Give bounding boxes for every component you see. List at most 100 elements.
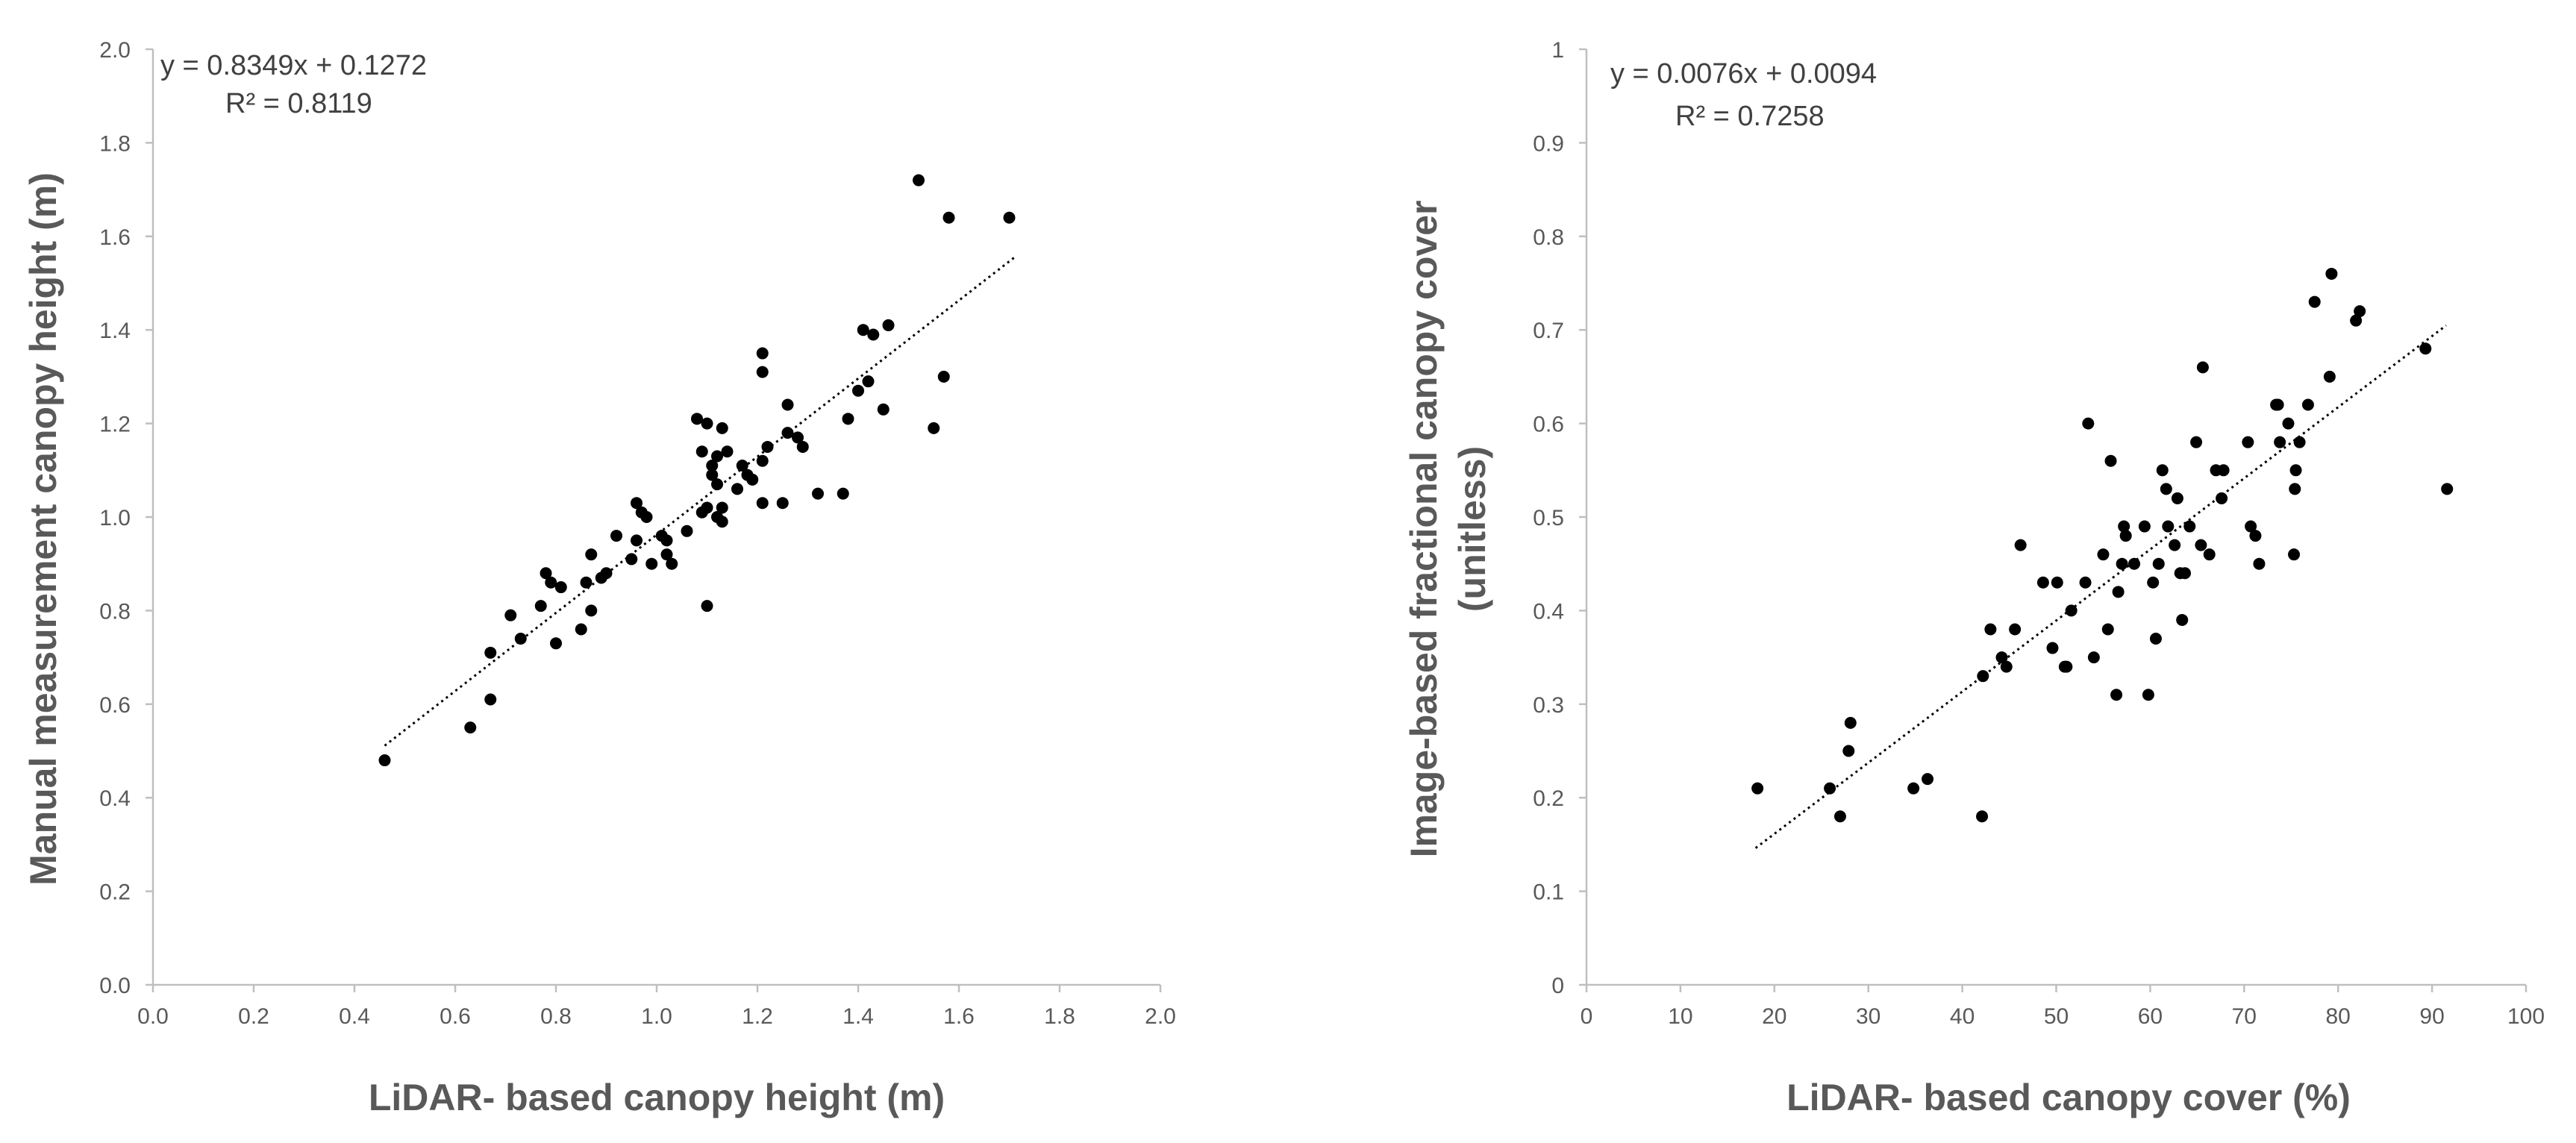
data-point bbox=[781, 427, 794, 439]
x-tick-label: 0.8 bbox=[540, 1004, 572, 1029]
data-point bbox=[691, 413, 703, 425]
x-tick-label: 1.2 bbox=[742, 1004, 773, 1029]
data-point bbox=[585, 548, 598, 561]
data-point bbox=[484, 693, 497, 706]
y-tick-label: 0.5 bbox=[1533, 506, 1564, 530]
x-tick-label: 20 bbox=[1762, 1004, 1786, 1029]
y-tick-label: 0.4 bbox=[1533, 599, 1564, 624]
x-tick-label: 60 bbox=[2138, 1004, 2163, 1029]
data-point bbox=[711, 450, 723, 463]
x-tick-label: 1.4 bbox=[842, 1004, 874, 1029]
y-tick-label: 0.6 bbox=[1533, 413, 1564, 437]
y-axis-title-line2: (unitless) bbox=[1451, 446, 1493, 612]
x-tick-label: 1.6 bbox=[943, 1004, 975, 1029]
x-tick-label: 2.0 bbox=[1145, 1004, 1176, 1029]
data-point bbox=[812, 487, 824, 500]
data-point bbox=[701, 501, 713, 514]
data-point bbox=[721, 445, 734, 458]
data-point bbox=[2000, 660, 2013, 673]
data-point bbox=[540, 567, 552, 580]
x-tick-label: 70 bbox=[2232, 1004, 2257, 1029]
data-point bbox=[550, 637, 562, 650]
x-tick-label: 0.6 bbox=[440, 1004, 471, 1029]
data-point bbox=[1984, 623, 1997, 636]
data-point bbox=[837, 487, 849, 500]
y-tick-label: 0.2 bbox=[99, 880, 131, 905]
data-point bbox=[862, 375, 875, 388]
data-point bbox=[2046, 642, 2059, 654]
y-tick-label: 0 bbox=[1551, 974, 1564, 998]
data-point bbox=[1976, 810, 1989, 823]
data-point bbox=[2097, 548, 2110, 561]
data-point bbox=[534, 600, 547, 613]
data-point bbox=[2138, 520, 2151, 533]
y-tick-label: 1.0 bbox=[99, 506, 131, 530]
data-point bbox=[716, 501, 728, 514]
data-point bbox=[2178, 567, 2191, 580]
data-point bbox=[913, 174, 925, 187]
data-point bbox=[2079, 576, 2092, 589]
y-tick-label: 0.6 bbox=[99, 693, 131, 718]
chart-canopy-cover: 0 10 20 30 40 50 60 70 80 90 100 0 0.1 0.2 0.3 0.4 0.5 0.… bbox=[1403, 38, 2545, 1118]
data-point bbox=[2183, 520, 2196, 533]
data-point bbox=[2051, 576, 2063, 589]
regression-equation: y = 0.0076x + 0.0094 bbox=[1610, 58, 1877, 90]
data-point bbox=[666, 557, 678, 570]
y-tick-label: 0.7 bbox=[1533, 319, 1564, 343]
trendline bbox=[1754, 324, 2447, 849]
data-point bbox=[2195, 539, 2207, 551]
data-point bbox=[378, 754, 391, 767]
data-point bbox=[2350, 314, 2363, 327]
x-tick-label: 10 bbox=[1668, 1004, 1692, 1029]
data-point bbox=[792, 431, 804, 444]
y-tick-label: 0.9 bbox=[1533, 131, 1564, 156]
y-tick-label: 1.6 bbox=[99, 225, 131, 250]
data-point bbox=[2196, 361, 2209, 374]
data-point bbox=[716, 422, 728, 434]
data-point bbox=[660, 548, 673, 561]
data-point bbox=[514, 633, 527, 645]
data-point bbox=[2282, 417, 2295, 430]
data-point bbox=[2009, 623, 2022, 636]
data-point bbox=[2104, 454, 2117, 467]
data-point bbox=[842, 413, 854, 425]
data-point bbox=[736, 460, 748, 472]
data-point bbox=[2065, 604, 2078, 617]
x-tick-label: 80 bbox=[2326, 1004, 2351, 1029]
data-point bbox=[2149, 633, 2162, 645]
data-point bbox=[857, 324, 869, 336]
data-point bbox=[746, 473, 759, 486]
data-point bbox=[2253, 557, 2266, 570]
data-point bbox=[1824, 782, 1836, 795]
x-tick-label: 0.0 bbox=[137, 1004, 169, 1029]
data-point bbox=[1995, 651, 2008, 664]
data-point bbox=[2419, 342, 2432, 355]
data-point bbox=[1842, 745, 1855, 757]
chart-canopy-height: 0.0 0.2 0.4 0.6 0.8 1.0 1.2 1.4 1.6 1.8 2.0 0.0 0.2 0… bbox=[22, 38, 1176, 1118]
data-point bbox=[2160, 483, 2172, 495]
data-point bbox=[877, 403, 890, 416]
y-tick-label: 2.0 bbox=[99, 38, 131, 63]
y-tick-label: 1.8 bbox=[99, 131, 131, 156]
data-point bbox=[756, 497, 769, 510]
data-point bbox=[2118, 520, 2130, 533]
data-point bbox=[2308, 295, 2321, 308]
data-point bbox=[2272, 398, 2284, 411]
data-point bbox=[554, 581, 567, 594]
data-point bbox=[882, 319, 895, 331]
data-point bbox=[2441, 483, 2454, 495]
data-point bbox=[631, 497, 643, 510]
data-point bbox=[625, 553, 638, 566]
data-point bbox=[2289, 464, 2302, 477]
data-point bbox=[2203, 548, 2216, 561]
data-point bbox=[2156, 464, 2169, 477]
data-point bbox=[580, 576, 593, 589]
data-point bbox=[2101, 623, 2114, 636]
r-squared: R² = 0.7258 bbox=[1675, 101, 1825, 132]
data-point bbox=[731, 483, 743, 495]
y-axis-title: Manual measurement canopy height (m) bbox=[22, 172, 64, 886]
x-tick-label: 100 bbox=[2507, 1004, 2545, 1029]
data-point bbox=[681, 524, 693, 537]
data-point bbox=[695, 445, 708, 458]
